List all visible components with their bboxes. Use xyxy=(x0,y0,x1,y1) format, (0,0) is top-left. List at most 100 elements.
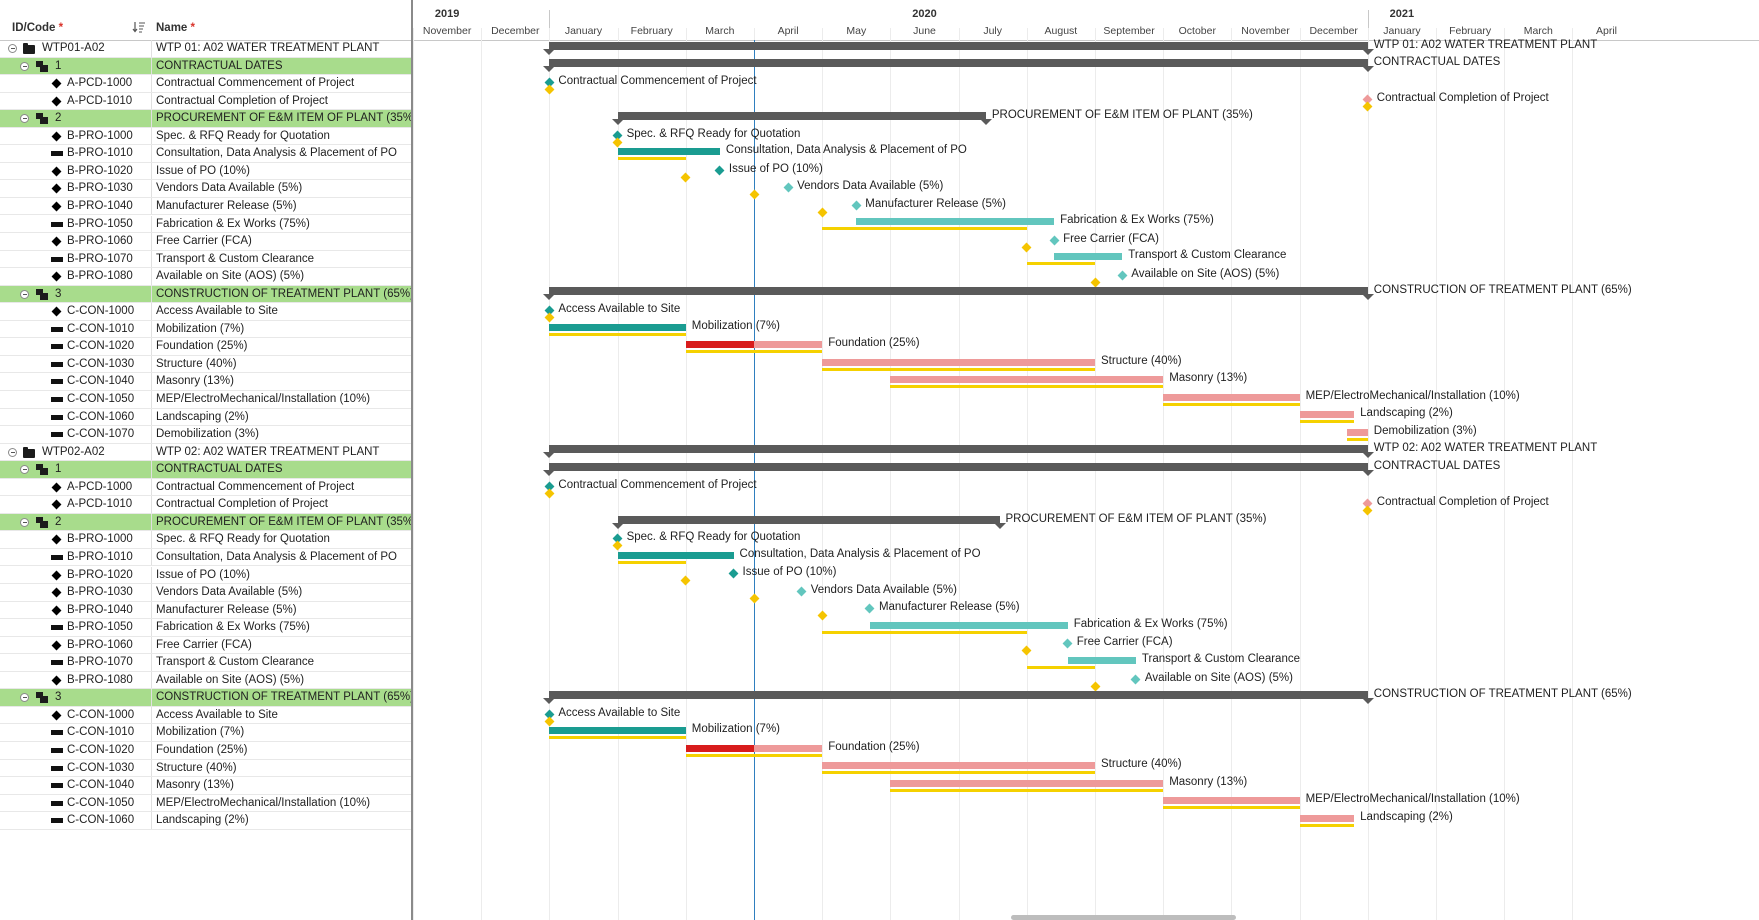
milestone-diamond[interactable] xyxy=(864,603,875,614)
activity-bar[interactable] xyxy=(1299,814,1355,822)
activity-row[interactable]: A-PCD-1000 Contractual Commencement of Pr… xyxy=(0,478,411,497)
activity-row[interactable]: B-PRO-1000 Spec. & RFQ Ready for Quotatio… xyxy=(0,127,411,146)
collapse-toggle-icon[interactable] xyxy=(20,114,29,124)
activity-row[interactable]: C-CON-1040 Masonry (13%) xyxy=(0,373,411,391)
milestone-diamond[interactable] xyxy=(1117,270,1128,281)
milestone-diamond[interactable] xyxy=(728,568,739,579)
month-gridline xyxy=(1231,28,1233,920)
activity-bar[interactable] xyxy=(869,621,1068,629)
project-row[interactable]: WTP01-A02 WTP 01: A02 WATER TREATMENT PLA… xyxy=(0,40,411,58)
milestone-diamond[interactable] xyxy=(1130,674,1141,685)
activity-bar[interactable] xyxy=(890,376,1164,384)
activity-bar[interactable] xyxy=(549,727,686,735)
activity-row[interactable]: B-PRO-1040 Manufacturer Release (5%) xyxy=(0,601,411,620)
activity-row[interactable]: A-PCD-1010 Contractual Completion of Proj… xyxy=(0,496,411,514)
activity-row[interactable]: C-CON-1000 Access Available to Site xyxy=(0,303,411,321)
wbs-row[interactable]: 3 CONSTRUCTION OF TREATMENT PLANT (65%) xyxy=(0,285,411,304)
activity-row[interactable]: B-PRO-1020 Issue of PO (10%) xyxy=(0,162,411,181)
wbs-row[interactable]: 2 PROCUREMENT OF E&M ITEM OF PLANT (35%) xyxy=(0,110,411,128)
summary-bar[interactable] xyxy=(543,59,1375,73)
activity-bar[interactable] xyxy=(754,744,823,752)
activity-row[interactable]: B-PRO-1080 Available on Site (AOS) (5%) xyxy=(0,671,411,690)
milestone-diamond[interactable] xyxy=(714,165,725,176)
activity-bar[interactable] xyxy=(822,358,1095,366)
activity-bar[interactable] xyxy=(1054,253,1123,261)
collapse-toggle-icon[interactable] xyxy=(20,465,29,475)
activity-row[interactable]: B-PRO-1030 Vendors Data Available (5%) xyxy=(0,180,411,198)
activity-row[interactable]: B-PRO-1070 Transport & Custom Clearance xyxy=(0,654,411,672)
milestone-diamond[interactable] xyxy=(1062,639,1073,649)
activity-row[interactable]: A-PCD-1000 Contractual Commencement of Pr… xyxy=(0,75,411,93)
activity-bar[interactable] xyxy=(754,341,823,349)
horizontal-scrollbar-thumb[interactable] xyxy=(1011,915,1236,920)
activity-row[interactable]: C-CON-1060 Landscaping (2%) xyxy=(0,812,411,830)
summary-bar[interactable] xyxy=(543,445,1375,459)
activity-row[interactable]: C-CON-1020 Foundation (25%) xyxy=(0,742,411,760)
activity-bar[interactable] xyxy=(617,551,734,559)
activity-row[interactable]: B-PRO-1060 Free Carrier (FCA) xyxy=(0,233,411,251)
activity-row[interactable]: B-PRO-1030 Vendors Data Available (5%) xyxy=(0,584,411,602)
activity-row[interactable]: C-CON-1050 MEP/ElectroMechanical/Installa… xyxy=(0,794,411,813)
activity-row[interactable]: B-PRO-1010 Consultation, Data Analysis & … xyxy=(0,145,411,163)
activity-row[interactable]: C-CON-1070 Demobilization (3%) xyxy=(0,426,411,444)
collapse-toggle-icon[interactable] xyxy=(8,44,17,53)
summary-bar[interactable] xyxy=(611,515,1006,529)
collapse-toggle-icon[interactable] xyxy=(20,289,29,299)
activity-row[interactable]: C-CON-1050 MEP/ElectroMechanical/Installa… xyxy=(0,391,411,409)
activity-bar[interactable] xyxy=(1067,657,1136,665)
activity-bar[interactable] xyxy=(890,779,1164,787)
wbs-row[interactable]: 3 CONSTRUCTION OF TREATMENT PLANT (65%) xyxy=(0,689,411,707)
collapse-toggle-icon[interactable] xyxy=(20,517,29,527)
activity-row[interactable]: A-PCD-1010 Contractual Completion of Proj… xyxy=(0,92,411,111)
wbs-row[interactable]: 1 CONTRACTUAL DATES xyxy=(0,461,411,479)
activity-bar[interactable] xyxy=(856,218,1055,226)
activity-row[interactable]: C-CON-1060 Landscaping (2%) xyxy=(0,408,411,427)
activity-bar[interactable] xyxy=(1299,411,1355,419)
activity-row[interactable]: C-CON-1030 Structure (40%) xyxy=(0,355,411,374)
activity-row[interactable]: C-CON-1010 Mobilization (7%) xyxy=(0,320,411,339)
wbs-row[interactable]: 2 PROCUREMENT OF E&M ITEM OF PLANT (35%) xyxy=(0,513,411,532)
activity-row[interactable]: B-PRO-1050 Fabrication & Ex Works (75%) xyxy=(0,619,411,637)
wbs-row[interactable]: 1 CONTRACTUAL DATES xyxy=(0,57,411,76)
activity-row[interactable]: C-CON-1000 Access Available to Site xyxy=(0,706,411,725)
pane-splitter[interactable] xyxy=(411,0,413,920)
summary-bar[interactable] xyxy=(611,111,993,125)
activity-row[interactable]: C-CON-1040 Masonry (13%) xyxy=(0,777,411,795)
activity-bar[interactable] xyxy=(685,341,754,349)
activity-row[interactable]: C-CON-1030 Structure (40%) xyxy=(0,759,411,778)
summary-bar[interactable] xyxy=(543,287,1375,301)
activity-row[interactable]: B-PRO-1050 Fabrication & Ex Works (75%) xyxy=(0,215,411,234)
activity-row[interactable]: B-PRO-1060 Free Carrier (FCA) xyxy=(0,636,411,655)
activity-row[interactable]: B-PRO-1080 Available on Site (AOS) (5%) xyxy=(0,268,411,286)
activity-row[interactable]: B-PRO-1020 Issue of PO (10%) xyxy=(0,566,411,585)
sort-icon[interactable] xyxy=(132,20,146,34)
activity-bar[interactable] xyxy=(822,762,1095,770)
activity-bar[interactable] xyxy=(1163,797,1300,805)
activity-row[interactable]: B-PRO-1010 Consultation, Data Analysis & … xyxy=(0,548,411,567)
column-header-id-code[interactable]: ID/Code * xyxy=(12,22,64,34)
milestone-diamond[interactable] xyxy=(851,200,862,211)
collapse-toggle-icon[interactable] xyxy=(20,61,29,71)
activity-bar[interactable] xyxy=(685,744,754,752)
activity-row[interactable]: C-CON-1020 Foundation (25%) xyxy=(0,338,411,356)
baseline-milestone-diamond xyxy=(1090,277,1100,288)
milestone-diamond[interactable] xyxy=(1049,235,1060,246)
collapse-toggle-icon[interactable] xyxy=(20,693,29,703)
activity-row[interactable]: B-PRO-1040 Manufacturer Release (5%) xyxy=(0,197,411,216)
summary-bar[interactable] xyxy=(543,462,1375,476)
activity-bar[interactable] xyxy=(617,148,720,156)
activity-row[interactable]: B-PRO-1000 Spec. & RFQ Ready for Quotatio… xyxy=(0,531,411,549)
activity-bar[interactable] xyxy=(1163,393,1300,401)
summary-bar[interactable] xyxy=(543,41,1375,55)
milestone-diamond[interactable] xyxy=(796,586,807,597)
milestone-diamond[interactable] xyxy=(783,182,794,193)
collapse-toggle-icon[interactable] xyxy=(8,447,17,457)
activity-bar[interactable] xyxy=(1347,428,1368,436)
activity-row[interactable]: B-PRO-1070 Transport & Custom Clearance xyxy=(0,250,411,269)
column-header-name[interactable]: Name * xyxy=(156,22,196,34)
month-label: April xyxy=(777,25,799,37)
activity-bar[interactable] xyxy=(549,323,686,331)
project-row[interactable]: WTP02-A02 WTP 02: A02 WATER TREATMENT PLA… xyxy=(0,443,411,462)
activity-row[interactable]: C-CON-1010 Mobilization (7%) xyxy=(0,724,411,742)
summary-bar[interactable] xyxy=(543,691,1375,705)
